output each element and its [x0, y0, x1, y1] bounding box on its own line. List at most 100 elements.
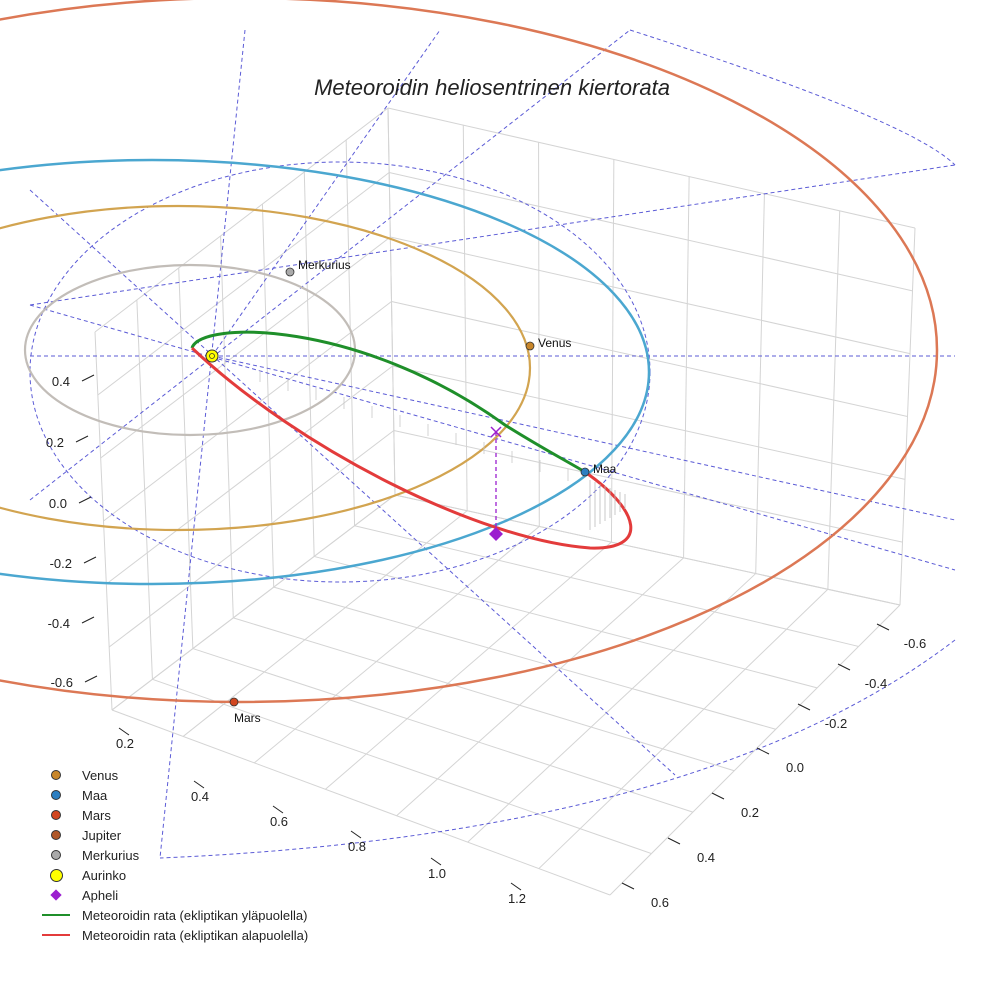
grid-line — [233, 617, 735, 772]
y-tick-label: -0.2 — [825, 716, 847, 731]
z-tick-label: 0.4 — [52, 374, 70, 389]
x-tick-mark — [350, 830, 362, 839]
grid-line — [273, 586, 776, 730]
markers: Venus Maa Mars Merkurius — [205, 258, 617, 725]
grid-line — [396, 557, 684, 817]
grid-line — [392, 365, 906, 480]
meteoroid-orbit — [190, 330, 633, 550]
legend-label: Jupiter — [82, 827, 122, 843]
reference-arc — [159, 639, 956, 859]
z-tick-mark — [81, 374, 95, 382]
grid-line — [609, 604, 901, 896]
z-tick-mark — [81, 616, 95, 624]
legend-label: Merkurius — [82, 847, 140, 863]
z-tick-label: -0.6 — [51, 675, 73, 690]
y-tick-mark — [667, 837, 681, 845]
z-tick-label: 0.0 — [49, 496, 67, 511]
y-tick-label: 0.4 — [697, 850, 715, 865]
legend-symbol — [38, 885, 74, 905]
reference-line — [29, 189, 676, 776]
merkurius-orbit — [23, 263, 357, 437]
y-tick-label: -0.6 — [904, 636, 926, 651]
z-tick-label: 0.2 — [46, 435, 64, 450]
grid-line — [94, 107, 389, 333]
reference-line — [29, 164, 956, 306]
grid-line — [390, 236, 911, 355]
y-tick-mark — [876, 623, 890, 631]
x-tick-label: 0.4 — [191, 789, 209, 804]
maa-label: Maa — [593, 462, 617, 476]
reference-lines — [29, 29, 956, 859]
grid-line — [354, 525, 859, 647]
y-tick-label: 0.2 — [741, 805, 759, 820]
sun-core — [209, 353, 215, 359]
venus-label: Venus — [538, 336, 571, 350]
maa-orbit — [0, 158, 651, 586]
reference-line — [211, 29, 441, 357]
z-tick-mark — [84, 675, 98, 683]
legend-label: Venus — [82, 767, 119, 783]
x-tick-mark — [430, 857, 442, 866]
merkurius-label: Merkurius — [298, 258, 351, 272]
chart-title: Meteoroidin heliosentrinen kiertorata — [314, 75, 670, 100]
grid-line — [391, 301, 908, 417]
legend-item: Merkurius — [38, 845, 308, 865]
legend-symbol — [38, 905, 74, 925]
maa-marker — [580, 467, 590, 477]
y-tick-mark — [621, 882, 635, 890]
legend-label: Mars — [82, 807, 111, 823]
venus-orbit — [0, 204, 531, 532]
meteoroid-orbit-below — [190, 346, 633, 550]
sun-marker — [205, 349, 219, 363]
x-tick-mark — [118, 727, 130, 736]
grid-line — [467, 573, 757, 843]
x-tick-mark — [193, 780, 205, 789]
z-tick-mark — [78, 496, 92, 504]
venus-marker — [525, 341, 535, 351]
mars-orbit — [0, 0, 939, 704]
y-tick-mark — [837, 663, 851, 671]
legend-item: Meteoroidin rata (ekliptikan alapuolella… — [38, 925, 308, 945]
axis-ticks: 0.4 0.2 0.0 -0.2 -0.4 -0.6 0.2 0.4 0.6 0.8 1.0 1.2 -… — [46, 374, 926, 910]
y-tick-mark — [756, 747, 770, 755]
grid-line — [389, 172, 913, 292]
grid-line — [325, 541, 612, 790]
legend-item: Aurinko — [38, 865, 308, 885]
meteoroid-orbit-above — [190, 330, 586, 474]
legend-item: Jupiter — [38, 825, 308, 845]
mars-label: Mars — [234, 711, 261, 725]
grid-line — [100, 236, 391, 459]
legend-label: Aurinko — [82, 867, 127, 883]
grid-line — [387, 107, 916, 229]
y-tick-label: 0.0 — [786, 760, 804, 775]
grid-line — [253, 526, 540, 764]
grid-line — [103, 301, 392, 522]
grid-line — [152, 678, 652, 855]
x-tick-label: 1.2 — [508, 891, 526, 906]
reference-arc — [629, 29, 956, 166]
grid-line — [393, 430, 903, 543]
z-tick-mark — [83, 556, 97, 564]
y-tick-label: 0.6 — [651, 895, 669, 910]
x-tick-label: 1.0 — [428, 866, 446, 881]
legend-item: Venus — [38, 765, 308, 785]
x-tick-label: 0.8 — [348, 839, 366, 854]
grid-line — [111, 494, 396, 711]
x-tick-mark — [272, 805, 284, 814]
grid-line — [192, 648, 694, 813]
legend-label: Meteoroidin rata (ekliptikan yläpuolella… — [82, 907, 308, 923]
legend-item: Maa — [38, 785, 308, 805]
y-tick-mark — [711, 792, 725, 800]
legend-symbol — [38, 845, 74, 865]
legend-item: Meteoroidin rata (ekliptikan yläpuolella… — [38, 905, 308, 925]
legend-item: Mars — [38, 805, 308, 825]
grid-line — [106, 365, 393, 585]
reference-line — [29, 304, 956, 571]
grid-line — [97, 172, 390, 396]
y-tick-label: -0.4 — [865, 676, 887, 691]
z-tick-label: -0.2 — [50, 556, 72, 571]
reference-line — [159, 29, 246, 859]
grid-line — [111, 709, 611, 896]
y-tick-mark — [797, 703, 811, 711]
